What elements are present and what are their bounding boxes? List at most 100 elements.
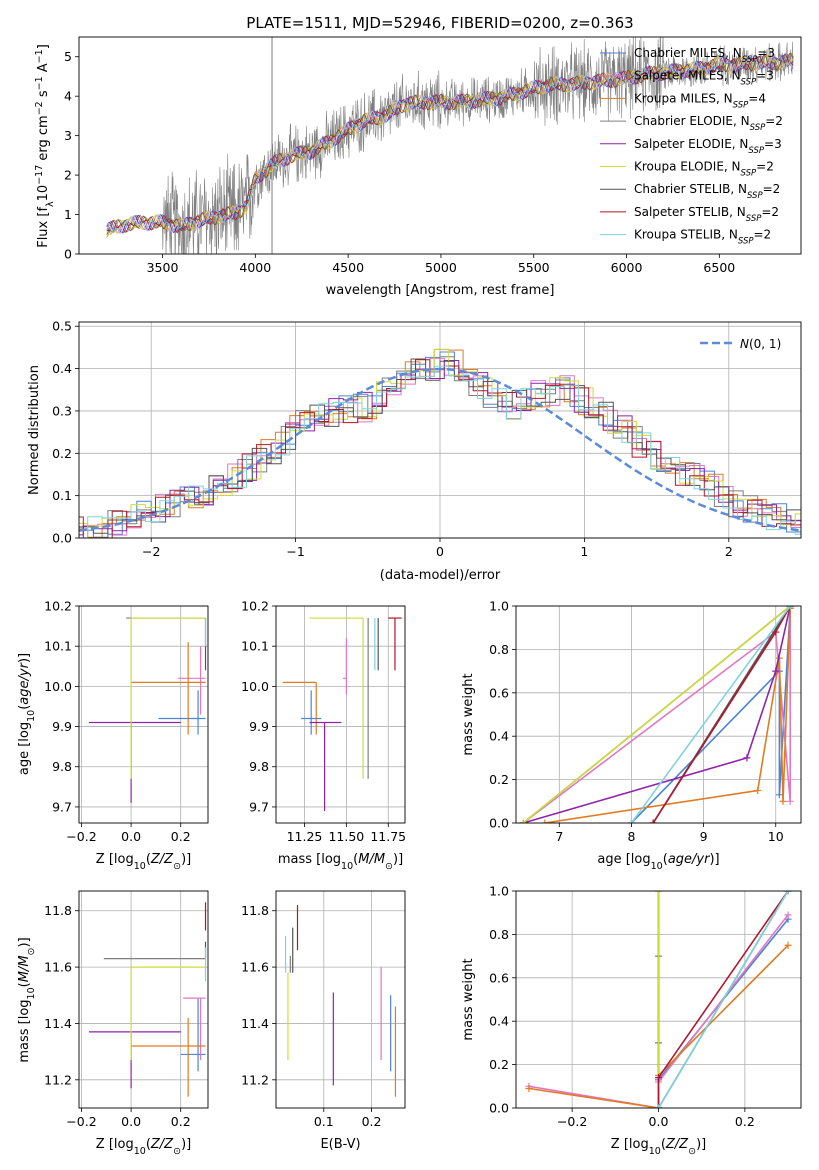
weight-marker — [786, 606, 794, 610]
x-tick-label: 6500 — [703, 260, 735, 275]
weight-line-kroupa-elodie — [519, 606, 794, 823]
axes-frame — [78, 890, 209, 1109]
histogram-salpeter-elodie — [79, 360, 801, 536]
axes: −2 −1 0 1 2 0.0 0.1 0.2 0.3 0.4 0.5 — [52, 319, 802, 559]
label-part: 10 — [134, 861, 146, 872]
label-part: )] — [393, 852, 403, 867]
legend-text: Salpeter MILES, N — [634, 69, 741, 83]
errorbar-chabrier-miles — [301, 690, 322, 735]
label-part: M/M — [358, 852, 385, 867]
label-part: )] — [696, 1137, 706, 1152]
y-tick-label: 0.0 — [489, 816, 509, 831]
y-tick-label: 0.3 — [52, 403, 72, 418]
legend-subscript: SSP — [746, 214, 762, 224]
weight-marker — [525, 1084, 533, 1092]
weight-path — [522, 608, 791, 823]
label-part: )] — [709, 852, 719, 867]
label-part: )] — [181, 852, 191, 867]
errorbar-salpeter-miles — [178, 646, 206, 715]
weight-marker — [754, 786, 762, 794]
y-tick-label: 10.1 — [44, 639, 72, 654]
y-tick-label: 2 — [64, 168, 72, 183]
axis-label: age [log10(age/yr)] — [597, 852, 719, 872]
x-tick-label: −0.2 — [66, 829, 96, 844]
label-part: ( — [17, 982, 32, 987]
axis-label: Z [log10(Z/Z⊙)] — [611, 1137, 706, 1157]
label-part: 10 — [134, 1146, 146, 1157]
label-part: 10 — [649, 1146, 661, 1157]
axes-frame — [275, 890, 406, 1109]
weight-marker — [784, 941, 792, 949]
axis-label: Z [log10(Z/Z⊙)] — [96, 852, 191, 872]
label-part: age/yr — [17, 661, 32, 704]
normal-curve — [79, 367, 801, 532]
weight-path — [522, 606, 791, 823]
axis-label: mass weight — [461, 673, 476, 755]
label-part: E(B-V) — [320, 1137, 360, 1152]
label-part: −1 — [34, 76, 45, 90]
label-part: ⊙ — [173, 1146, 181, 1157]
y-tick-label: 9.7 — [249, 799, 269, 814]
grid — [276, 891, 405, 1108]
label-part: Z [log — [96, 1137, 134, 1152]
axes: 7 8 9 10 0.0 0.2 0.4 0.6 0.8 1.0 — [489, 599, 802, 844]
axes-frame — [515, 605, 802, 824]
weight-path — [544, 608, 791, 823]
x-tick-label: 11.25 — [287, 829, 323, 844]
weight-line-kroupa-stelib — [627, 606, 794, 823]
errorbar-chabrier-miles — [158, 690, 206, 735]
axis-label: E(B-V) — [320, 1137, 360, 1152]
y-tick-label: 0.2 — [52, 446, 72, 461]
y-tick-label: 0 — [64, 247, 72, 262]
errorbar-salpeter-elodie — [309, 721, 342, 811]
legend-count: =3 — [756, 69, 774, 83]
weight-marker — [784, 911, 792, 919]
weight-path — [657, 891, 789, 1108]
label-part: ⊙ — [26, 948, 37, 956]
y-tick-label: 9.8 — [249, 759, 269, 774]
x-tick-label: 10 — [768, 829, 784, 844]
label-part: ( — [661, 1137, 666, 1152]
label-part: Z/Z — [150, 1137, 174, 1152]
axes: −0.2 0.0 0.2 9.7 9.8 9.9 10.0 10.1 10.2 — [44, 599, 209, 844]
weight-marker — [541, 819, 549, 823]
legend-label: Kroupa MILES, NSSP=4 — [634, 91, 766, 110]
label-part: mass weight — [461, 673, 476, 755]
axis-label: wavelength [Angstrom, rest frame] — [326, 283, 555, 298]
y-tick-label: 9.7 — [52, 799, 72, 814]
x-tick-label: 8 — [627, 829, 635, 844]
label-part: −17 — [34, 165, 45, 185]
errorbar-kroupa-miles — [131, 642, 206, 735]
y-tick-label: 1.0 — [489, 884, 509, 899]
label-part: 10 — [26, 710, 37, 722]
label-part: age/yr — [668, 852, 711, 867]
weight-line-kroupa-miles — [541, 606, 794, 823]
axes-frame — [78, 605, 209, 824]
legend-count: =3 — [757, 46, 775, 60]
legend-subscript: SSP — [741, 78, 757, 88]
model-spectrum-salpeter-elodie — [106, 55, 794, 234]
x-tick-label: 4000 — [239, 260, 271, 275]
weight-marker — [655, 891, 662, 895]
axis-label: mass [log10(M/M⊙)] — [17, 937, 37, 1062]
panel-spectrum: 3500 4000 4500 5000 5500 6000 6500 0 1 2 3 4 5 wavele… — [34, 36, 802, 298]
x-tick-label: 11.50 — [328, 829, 364, 844]
y-tick-label: 1.0 — [489, 599, 509, 614]
histogram-chabrier-stelib — [79, 358, 801, 538]
y-tick-label: 0.0 — [52, 531, 72, 546]
y-tick-label: 0.6 — [489, 970, 509, 985]
y-tick-label: 0.6 — [489, 685, 509, 700]
label-part: ( — [663, 852, 668, 867]
x-tick-label: −2 — [142, 544, 160, 559]
y-tick-label: 0.2 — [489, 1057, 509, 1072]
plot-area — [106, 37, 794, 254]
label-part: (data-model)/error — [380, 568, 501, 583]
y-tick-label: 10.1 — [241, 639, 269, 654]
label-part: Flux [f — [36, 207, 51, 248]
legend-label: Salpeter STELIB, NSSP=2 — [634, 205, 779, 224]
histogram-kroupa-miles — [79, 348, 801, 538]
weight-line-kroupa-stelib — [655, 891, 792, 1108]
x-tick-label: −0.2 — [66, 1114, 96, 1129]
label-part: ( — [146, 852, 151, 867]
x-tick-label: 9 — [700, 829, 708, 844]
